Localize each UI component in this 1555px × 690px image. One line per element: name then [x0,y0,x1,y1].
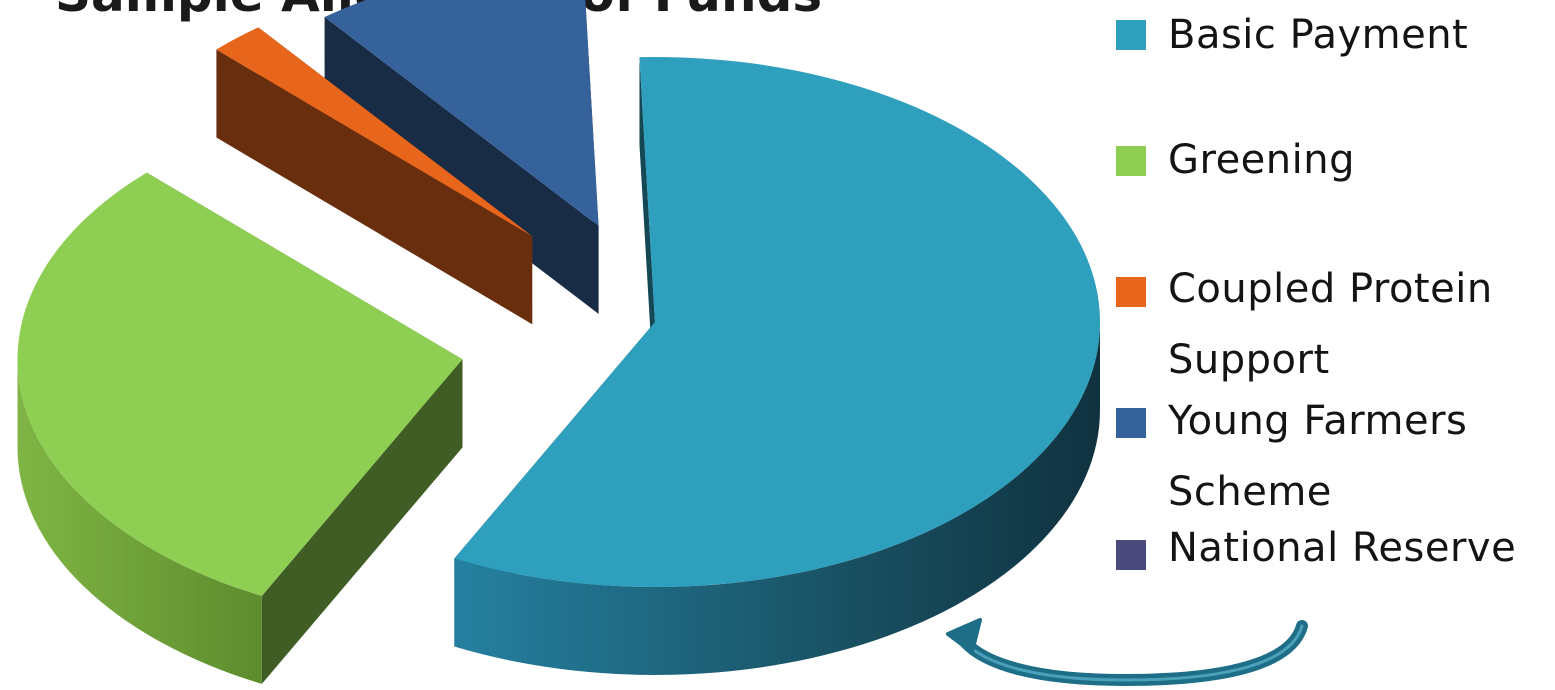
legend-label-young-farmers-scheme: Young Farmers Scheme [1168,398,1468,515]
legend-swatch-national-reserve [1116,540,1146,570]
legend-label-basic-payment: Basic Payment [1168,12,1469,58]
pie-slice-side-basic-payment [454,322,1100,675]
legend-label-national-reserve: National Reserve [1168,525,1517,571]
legend-label-coupled-protein-support: Coupled Protein Support [1168,266,1493,383]
pie-slice-wall-basic-payment-0 [639,57,655,410]
legend-swatch-coupled-protein-support [1116,277,1146,307]
curved-arrow-icon [946,618,1308,687]
pie-slice-top-coupled-protein-support [216,27,533,237]
pie-slice-basic-payment [454,57,1100,675]
pie-chart [17,0,1100,684]
pie-slice-coupled-protein-support [216,27,533,325]
pie-slice-top-basic-payment [454,57,1100,587]
pie-slice-side-greening [17,359,262,684]
legend: Basic Payment Greening Coupled Protein S… [1112,0,1552,690]
pie-slice-wall-greening-0 [261,359,463,684]
pie-slice-top-young-farmers-scheme [324,0,599,226]
legend-label-greening: Greening [1168,137,1355,183]
legend-swatch-young-farmers-scheme [1116,408,1146,438]
legend-swatch-basic-payment [1116,20,1146,50]
pie-slice-greening [17,172,463,684]
legend-swatch-greening [1116,146,1146,176]
pie-slice-top-greening [17,172,463,596]
